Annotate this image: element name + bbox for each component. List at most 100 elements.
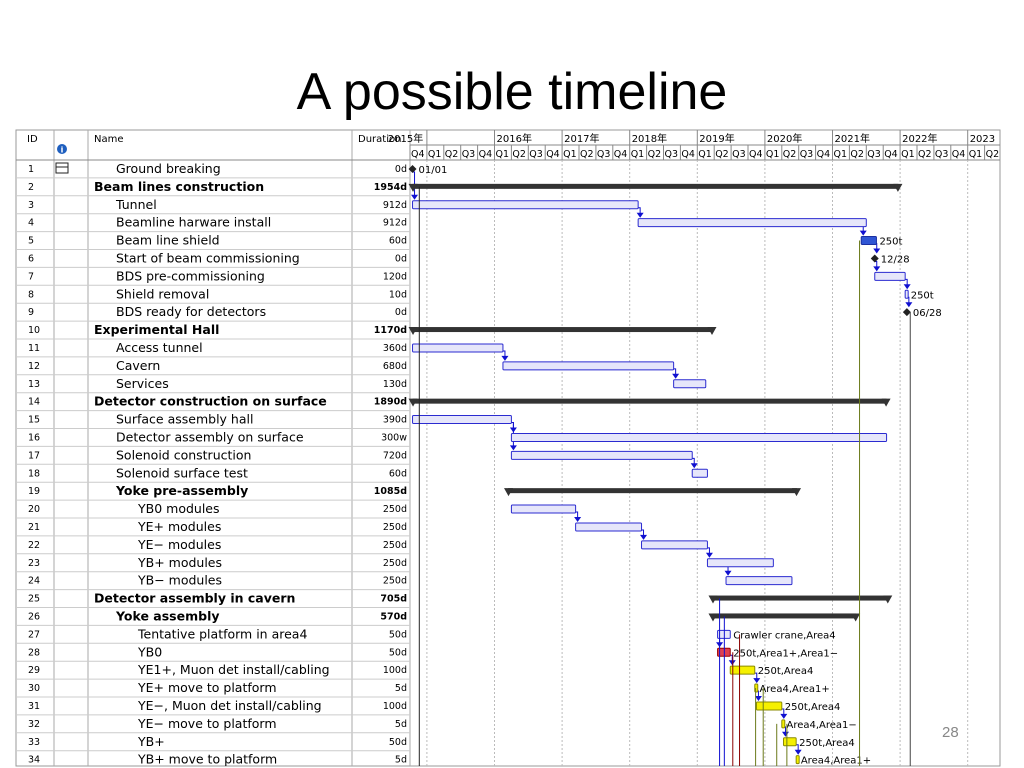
quarter-label: Q1: [766, 149, 780, 160]
task-name: Ground breaking: [116, 161, 221, 176]
task-id: 30: [28, 683, 40, 694]
task-name: Detector construction on surface: [94, 394, 327, 409]
task-bar: [412, 200, 639, 210]
task-name: Tunnel: [115, 197, 157, 212]
dependency-arrow: [873, 248, 881, 254]
quarter-label: Q4: [952, 149, 966, 160]
dependency-link: [575, 511, 579, 519]
task-id: 13: [28, 379, 40, 390]
task-bar: [782, 737, 797, 747]
task-duration: 390d: [383, 415, 407, 426]
dependency-link: [707, 547, 710, 555]
dependency-link: [781, 708, 785, 716]
task-bar: [510, 432, 888, 442]
task-duration: 912d: [383, 218, 407, 229]
task-bar-label: 250t,Area4: [785, 702, 841, 713]
task-name: YB− modules: [137, 573, 222, 588]
task-bar: [781, 719, 786, 729]
task-name: YB+ modules: [137, 555, 222, 570]
task-bar-label: Crawler crane,Area4: [733, 630, 835, 641]
dependency-link: [692, 457, 695, 466]
dependency-arrow: [753, 678, 761, 684]
year-label: 2023: [970, 134, 995, 145]
task-duration: 100d: [383, 701, 407, 712]
task-duration: 1170d: [374, 325, 407, 336]
summary-bar: [508, 488, 798, 494]
quarter-label: Q1: [698, 149, 712, 160]
quarter-label: Q4: [546, 149, 560, 160]
summary-bar: [412, 183, 899, 189]
task-duration: 705d: [380, 594, 407, 605]
quarter-label: Q4: [749, 149, 763, 160]
quarter-label: Q4: [817, 149, 831, 160]
dependency-link: [730, 654, 733, 663]
dependency-link: [754, 672, 758, 681]
summary-cap-end: [893, 183, 903, 192]
dependency-link: [502, 350, 506, 358]
quarter-label: Q3: [462, 149, 476, 160]
summary-cap-end: [707, 327, 717, 336]
task-id: 12: [28, 361, 40, 372]
task-duration: 720d: [383, 450, 407, 461]
task-id: 1: [28, 164, 34, 175]
task-id: 24: [28, 576, 40, 587]
year-label: 2022年: [902, 132, 937, 145]
dependency-arrow: [636, 212, 644, 218]
task-bar: [904, 289, 909, 299]
task-id: 25: [28, 594, 40, 605]
task-id: 9: [28, 307, 34, 318]
task-duration: 10d: [389, 289, 407, 300]
dependency-link: [638, 207, 641, 215]
table-frame: [15, 129, 1001, 767]
task-bar-label: 250t: [879, 237, 902, 248]
task-duration: 50d: [389, 737, 407, 748]
quarter-label: Q2: [648, 149, 662, 160]
quarter-label: Q1: [496, 149, 510, 160]
task-name: Services: [116, 376, 169, 391]
task-duration: 1085d: [374, 486, 407, 497]
quarter-label: Q3: [597, 149, 611, 160]
summary-cap-start: [504, 488, 514, 497]
quarter-label: Q3: [665, 149, 679, 160]
task-bar-label: 250t: [911, 290, 934, 301]
task-name: YE− move to platform: [137, 716, 277, 731]
task-name: YB0: [137, 644, 162, 659]
milestone-marker: [408, 164, 417, 173]
task-name: YE+ modules: [137, 519, 221, 534]
task-name: Solenoid construction: [116, 447, 251, 462]
dependency-link: [641, 529, 645, 537]
task-name: BDS ready for detectors: [116, 304, 266, 319]
task-id: 26: [28, 612, 40, 623]
quarter-label: Q2: [918, 149, 932, 160]
task-duration: 50d: [389, 629, 407, 640]
task-duration: 250d: [383, 540, 407, 551]
dependency-link: [796, 744, 799, 752]
task-id: 21: [28, 522, 40, 533]
task-id: 5: [28, 236, 34, 247]
year-label: 2016年: [497, 132, 532, 145]
task-duration: 360d: [383, 343, 407, 354]
year-label: 2020年: [767, 132, 802, 145]
task-bar: [510, 504, 577, 514]
task-bar-label: Area4,Area1−: [786, 720, 856, 731]
task-id: 23: [28, 558, 40, 569]
quarter-label: Q3: [529, 149, 543, 160]
summary-cap-start: [408, 398, 418, 407]
milestone-marker: [870, 254, 879, 263]
task-bar-label: 12/28: [881, 254, 910, 265]
quarter-label: Q3: [935, 149, 949, 160]
summary-cap-end: [851, 613, 861, 622]
quarter-label: Q4: [411, 149, 425, 160]
dependency-arrow: [705, 552, 713, 558]
dependency-arrow: [509, 445, 517, 451]
task-duration: 60d: [389, 468, 407, 479]
task-bar-label: 06/28: [913, 308, 942, 319]
task-bar-label: 250t,Area4: [799, 738, 855, 749]
year-label: 2017年: [564, 132, 599, 145]
task-bar: [706, 558, 774, 568]
summary-bar: [712, 595, 889, 601]
task-duration: 912d: [383, 200, 407, 211]
task-bar: [874, 271, 906, 281]
dependency-arrow: [903, 284, 911, 290]
